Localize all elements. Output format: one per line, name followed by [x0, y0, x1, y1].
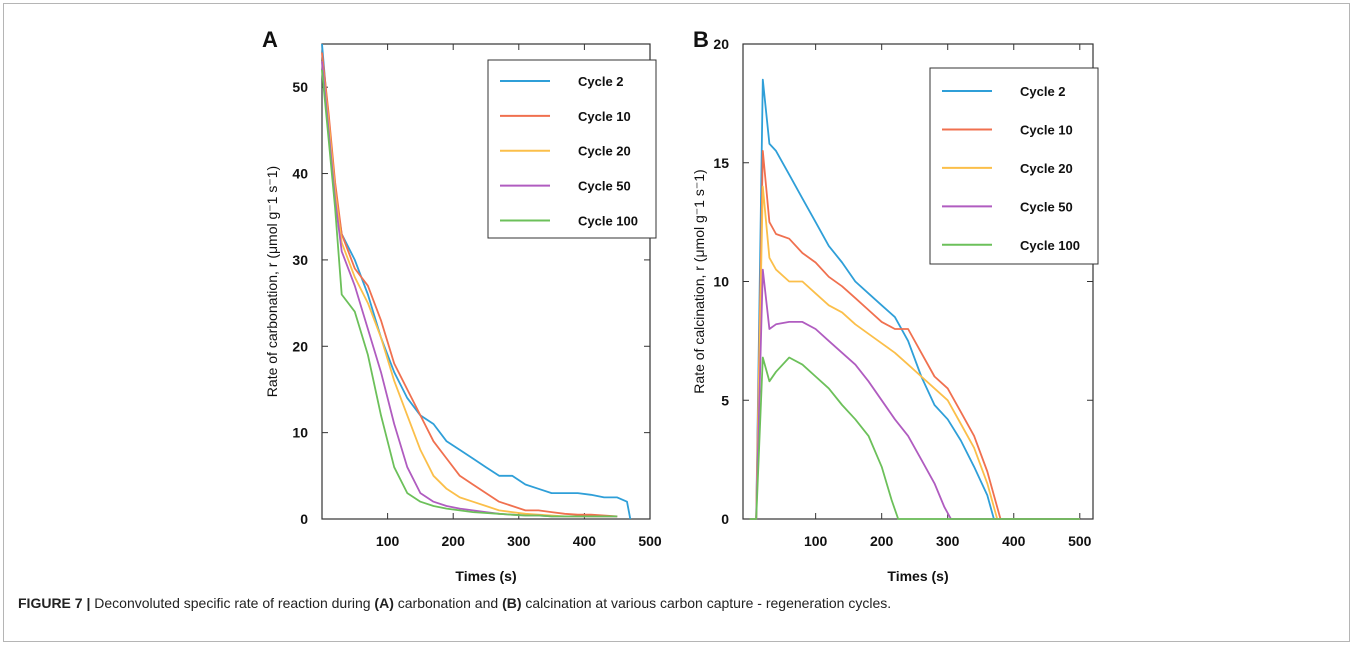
- legend-box: [929, 67, 1099, 265]
- caption-panel-a: (A): [374, 595, 394, 611]
- series-line-cycle-100: [749, 356, 1080, 520]
- y-tick-label: 10: [292, 425, 308, 441]
- y-tick-label: 30: [292, 252, 308, 268]
- y-tick-label: 0: [721, 511, 729, 527]
- x-tick-label: 500: [1068, 533, 1092, 549]
- x-tick-label: 500: [638, 533, 662, 549]
- series-line-cycle-2: [749, 78, 1080, 520]
- x-tick-label: 200: [870, 533, 894, 549]
- caption-text-1: Deconvoluted specific rate of reaction d…: [90, 595, 375, 611]
- panel-b: B 100 200 300 400 500 0 5 10 15 20 Times (s) Rate of…: [691, 27, 1099, 584]
- caption-text-3: calcination at various carbon capture - …: [521, 595, 892, 611]
- legend-label: Cycle 2: [1020, 84, 1066, 99]
- legend-label: Cycle 50: [578, 179, 631, 194]
- x-tick-label: 100: [804, 533, 828, 549]
- legend-label: Cycle 10: [1020, 122, 1073, 137]
- y-tick-label: 5: [721, 392, 729, 408]
- legend-label: Cycle 20: [578, 144, 631, 159]
- caption-label: FIGURE 7 |: [18, 595, 91, 611]
- figure-frame: [3, 3, 1350, 642]
- series-line-cycle-50: [749, 268, 1080, 520]
- y-tick-label: 40: [292, 166, 308, 182]
- x-tick-label: 300: [936, 533, 960, 549]
- x-tick-label: 400: [573, 533, 597, 549]
- legend-label: Cycle 100: [1020, 238, 1080, 253]
- x-tick-label: 400: [1002, 533, 1026, 549]
- legend-label: Cycle 2: [578, 74, 624, 89]
- y-tick-label: 15: [713, 155, 729, 171]
- x-tick-label: 100: [376, 533, 400, 549]
- panel-letter: A: [262, 27, 278, 52]
- y-axis-label: Rate of calcination, r (μmol g⁻1 s⁻1): [691, 169, 707, 393]
- caption-text-2: carbonation and: [393, 595, 503, 611]
- series-line-cycle-2: [321, 43, 632, 520]
- panel-a: A 100 200 300 400 500 0 10 20 30 40 50 Times (s) Rate…: [262, 27, 662, 584]
- x-tick-label: 300: [507, 533, 531, 549]
- legend-label: Cycle 10: [578, 109, 631, 124]
- y-tick-label: 20: [292, 338, 308, 354]
- y-tick-label: 0: [300, 511, 308, 527]
- y-tick-label: 10: [713, 274, 729, 290]
- series-line-cycle-10: [749, 149, 1080, 520]
- plot-frame: [321, 43, 651, 520]
- series-line-cycle-10: [321, 52, 618, 518]
- y-tick-label: 50: [292, 79, 308, 95]
- legend-label: Cycle 20: [1020, 161, 1073, 176]
- caption-panel-b: (B): [502, 595, 522, 611]
- y-tick-label: 20: [713, 36, 729, 52]
- y-axis-label: Rate of carbonation, r (μmol g⁻1 s⁻1): [264, 166, 280, 397]
- legend-label: Cycle 100: [578, 214, 638, 229]
- legend-box: [487, 59, 657, 239]
- x-axis-label: Times (s): [455, 568, 516, 584]
- series-line-cycle-20: [749, 185, 1080, 520]
- figure-caption: FIGURE 7 | Deconvoluted specific rate of…: [18, 595, 891, 611]
- x-tick-label: 200: [442, 533, 466, 549]
- legend-label: Cycle 50: [1020, 199, 1073, 214]
- panel-letter: B: [693, 27, 709, 52]
- x-axis-label: Times (s): [887, 568, 948, 584]
- series-line-cycle-100: [321, 69, 618, 518]
